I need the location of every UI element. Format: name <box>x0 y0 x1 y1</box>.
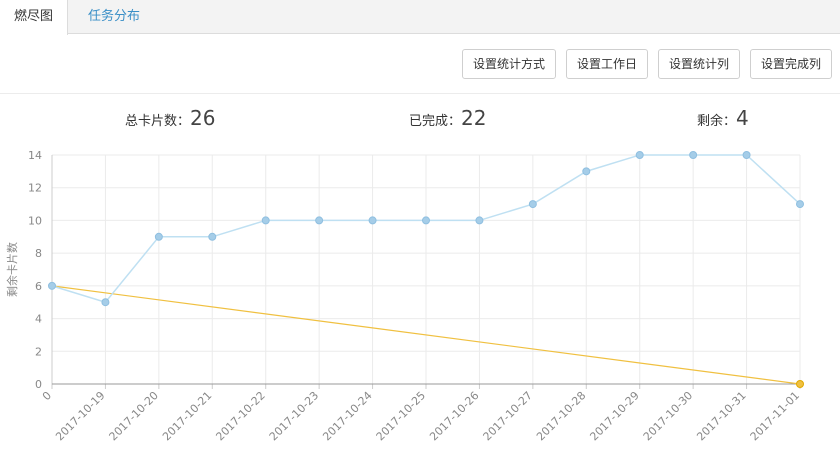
actual-point <box>261 216 270 225</box>
y-tick-label: 2 <box>35 345 42 358</box>
stat-done-value: 22 <box>461 106 487 130</box>
stat-remaining: 剩余：4 <box>697 106 749 134</box>
x-tick-label: 2017-10-21 <box>160 389 214 443</box>
actual-point <box>689 151 698 159</box>
y-tick-label: 14 <box>28 149 42 162</box>
x-tick-label: 2017-10-25 <box>374 389 428 443</box>
tab-burndown[interactable]: 燃尽图 <box>0 0 68 35</box>
actual-point <box>528 200 537 209</box>
actual-point <box>422 216 430 225</box>
actual-line-series <box>48 151 804 307</box>
ideal-line <box>51 285 801 385</box>
stat-done: 已完成：22 <box>409 106 486 134</box>
actual-point <box>742 151 751 159</box>
y-tick-label: 10 <box>28 214 42 227</box>
set-stat-method-button[interactable]: 设置统计方式 <box>462 49 556 79</box>
ideal-point <box>796 380 804 388</box>
x-tick-label: 2017-11-01 <box>748 389 802 443</box>
stat-total: 总卡片数：26 <box>125 106 215 134</box>
actual-point <box>154 232 163 241</box>
set-workday-button[interactable]: 设置工作日 <box>566 49 648 79</box>
actual-point <box>796 200 804 209</box>
y-tick-label: 12 <box>28 182 42 195</box>
x-tick-label: 2017-10-23 <box>267 389 321 443</box>
actual-point <box>582 167 591 176</box>
stat-remaining-value: 4 <box>736 106 749 130</box>
x-tick-label: 0 <box>40 389 54 403</box>
x-tick-label: 2017-10-20 <box>107 389 161 443</box>
stat-remaining-label: 剩余： <box>697 114 737 129</box>
x-tick-label: 2017-10-27 <box>481 389 535 443</box>
actual-point <box>48 281 56 290</box>
x-tick-label: 2017-10-22 <box>213 389 267 443</box>
x-tick-label: 2017-10-19 <box>53 389 107 443</box>
x-tick-label: 2017-10-30 <box>641 389 695 443</box>
y-tick-label: 4 <box>35 313 42 326</box>
x-tick-label: 2017-10-26 <box>427 389 481 443</box>
toolbar: 设置统计方式 设置工作日 设置统计列 设置完成列 <box>0 34 840 94</box>
actual-point <box>635 151 644 159</box>
tab-bar: 燃尽图 任务分布 <box>0 0 840 35</box>
tab-task-distribution[interactable]: 任务分布 <box>87 9 140 24</box>
set-done-column-button[interactable]: 设置完成列 <box>750 49 832 79</box>
y-tick-label: 0 <box>35 378 42 391</box>
actual-point <box>315 216 324 225</box>
x-tick-label: 2017-10-31 <box>694 389 748 443</box>
stat-done-label: 已完成： <box>409 114 462 129</box>
x-tick-label: 2017-10-24 <box>320 389 374 443</box>
chart-axes <box>51 155 801 389</box>
actual-point <box>208 232 217 241</box>
actual-point <box>101 298 110 307</box>
x-tick-label: 2017-10-29 <box>587 389 641 443</box>
stat-total-label: 总卡片数： <box>125 114 191 129</box>
actual-point <box>475 216 484 225</box>
set-stat-column-button[interactable]: 设置统计列 <box>658 49 740 79</box>
stat-total-value: 26 <box>190 106 216 130</box>
chart-grid <box>51 154 801 385</box>
y-tick-label: 8 <box>35 247 42 260</box>
x-tick-label: 2017-10-28 <box>534 389 588 443</box>
ideal-line-series <box>51 285 804 388</box>
y-axis-label: 剩余卡片数 <box>5 242 19 297</box>
actual-point <box>368 216 377 225</box>
y-tick-label: 6 <box>35 280 42 293</box>
